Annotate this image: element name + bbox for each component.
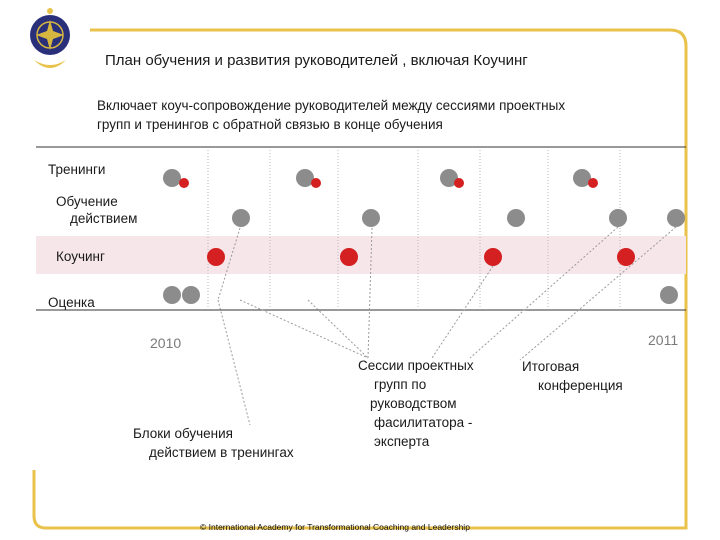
feedback-dot (311, 178, 321, 188)
training-markers (163, 169, 598, 188)
evaluation-dot (163, 286, 181, 304)
action-learning-dot (362, 209, 380, 227)
year-end: 2011 (648, 332, 679, 348)
subtitle-line: групп и тренингов с обратной связью в ко… (97, 117, 443, 132)
feedback-dot (454, 178, 464, 188)
grid-lines (207, 150, 621, 308)
subtitle: Включает коуч-сопровождение руководителе… (97, 96, 677, 134)
note-project-sessions: Сессии проектных групп по руководством ф… (358, 356, 474, 451)
training-dot (440, 169, 458, 187)
action-learning-dot (609, 209, 627, 227)
evaluation-dot (182, 286, 200, 304)
coaching-dot (207, 248, 225, 266)
callout-lines (217, 226, 677, 426)
row-label-action-learning: Обучение (56, 194, 118, 209)
note-line: Блоки обучения (133, 426, 233, 441)
training-dot (296, 169, 314, 187)
note-action-blocks: Блоки обучения действием в тренингах (133, 424, 294, 462)
note-line: фасилитатора - (374, 415, 473, 430)
note-line: Итоговая (522, 359, 580, 374)
page-title: План обучения и развития руководителей ,… (105, 52, 528, 69)
feedback-dot (179, 178, 189, 188)
action-learning-dot (667, 209, 685, 227)
coaching-dot (340, 248, 358, 266)
academy-logo-icon (30, 8, 70, 68)
training-dot (163, 169, 181, 187)
action-learning-markers (232, 209, 685, 227)
evaluation-markers (163, 286, 678, 304)
row-label-evaluation: Оценка (48, 295, 95, 310)
feedback-dot (588, 178, 598, 188)
coaching-dot (617, 248, 635, 266)
copyright-footer: © International Academy for Transformati… (200, 522, 470, 532)
decorative-frame (32, 28, 688, 530)
action-learning-dot (232, 209, 250, 227)
row-label-coaching: Коучинг (56, 249, 105, 264)
subtitle-line: Включает коуч-сопровождение руководителе… (97, 98, 566, 113)
evaluation-dot (660, 286, 678, 304)
note-final-conference: Итоговая конференция (522, 357, 623, 395)
training-dot (573, 169, 591, 187)
row-label-training: Тренинги (48, 162, 106, 177)
note-line: конференция (538, 378, 623, 393)
row-label-action-learning-2: действием (70, 211, 138, 226)
note-line: руководством (370, 396, 457, 411)
coaching-dot (484, 248, 502, 266)
action-learning-dot (507, 209, 525, 227)
coaching-band (36, 236, 686, 274)
year-start: 2010 (150, 335, 182, 351)
note-line: групп по (374, 377, 427, 392)
note-line: эксперта (374, 434, 430, 449)
note-line: Сессии проектных (358, 358, 474, 373)
note-line: действием в тренингах (149, 445, 294, 460)
coaching-markers (207, 248, 635, 266)
